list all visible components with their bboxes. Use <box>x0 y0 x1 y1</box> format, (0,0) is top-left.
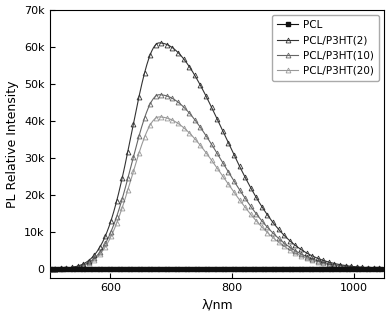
PCL/P3HT(2) <box>92 254 96 257</box>
PCL <box>230 267 235 271</box>
PCL/P3HT(10) <box>230 177 235 181</box>
PCL/P3HT(20) <box>157 115 162 119</box>
PCL/P3HT(20) <box>47 267 52 271</box>
PCL/P3HT(2) <box>47 267 52 271</box>
PCL/P3HT(10) <box>157 93 162 97</box>
PCL/P3HT(10) <box>160 93 165 97</box>
Legend: PCL, PCL/P3HT(2), PCL/P3HT(10), PCL/P3HT(20): PCL, PCL/P3HT(2), PCL/P3HT(10), PCL/P3HT… <box>272 15 379 81</box>
PCL/P3HT(20) <box>160 115 165 119</box>
PCL/P3HT(2) <box>157 41 162 45</box>
PCL/P3HT(20) <box>193 137 197 141</box>
PCL/P3HT(20) <box>382 267 387 270</box>
PCL/P3HT(10) <box>104 240 108 244</box>
PCL/P3HT(2) <box>230 151 235 154</box>
Line: PCL/P3HT(2): PCL/P3HT(2) <box>47 41 387 271</box>
PCL/P3HT(2) <box>193 74 197 78</box>
PCL/P3HT(2) <box>382 266 387 270</box>
PCL <box>193 267 197 271</box>
PCL/P3HT(20) <box>230 189 235 192</box>
PCL/P3HT(2) <box>160 41 165 45</box>
PCL <box>104 267 108 271</box>
PCL/P3HT(20) <box>223 179 228 183</box>
PCL <box>47 267 52 271</box>
PCL <box>160 267 165 271</box>
Line: PCL/P3HT(20): PCL/P3HT(20) <box>47 114 387 271</box>
PCL <box>223 267 228 271</box>
PCL/P3HT(10) <box>223 166 228 170</box>
PCL/P3HT(20) <box>92 258 96 262</box>
PCL/P3HT(10) <box>47 267 52 271</box>
PCL/P3HT(2) <box>104 233 108 236</box>
PCL <box>382 267 387 271</box>
PCL/P3HT(10) <box>193 118 197 122</box>
X-axis label: λ/nm: λ/nm <box>201 298 233 311</box>
PCL/P3HT(20) <box>104 244 108 248</box>
Y-axis label: PL Relative Intensity: PL Relative Intensity <box>5 80 19 208</box>
PCL/P3HT(2) <box>223 136 228 139</box>
PCL/P3HT(10) <box>92 256 96 260</box>
Line: PCL/P3HT(10): PCL/P3HT(10) <box>47 92 387 271</box>
PCL <box>92 267 96 271</box>
PCL/P3HT(10) <box>382 267 387 270</box>
Line: PCL: PCL <box>48 267 386 271</box>
